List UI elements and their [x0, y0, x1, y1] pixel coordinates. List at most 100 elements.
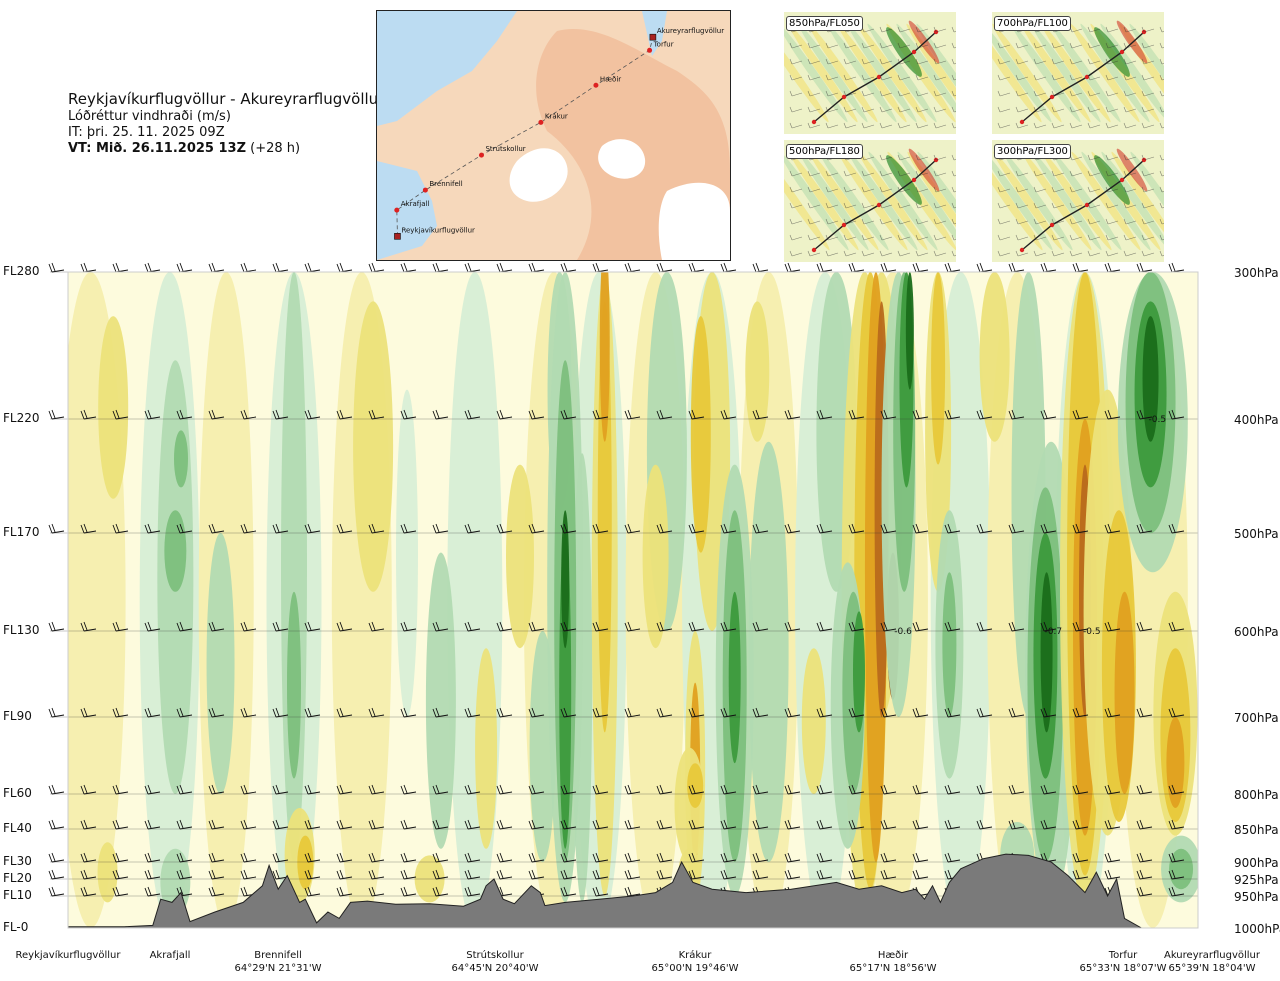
- wind-barb: [144, 784, 161, 795]
- wind-barb: [112, 886, 129, 897]
- thumbnail-shape: [1123, 234, 1137, 241]
- wind-barb: [496, 523, 513, 534]
- thumbnail-shape: [825, 106, 839, 113]
- thumbnail-shape: [915, 186, 929, 193]
- wind-barb: [624, 707, 641, 718]
- map-station-label: Akrafjall: [401, 200, 430, 208]
- map-station-marker: [538, 119, 544, 125]
- field-contour: [979, 272, 1010, 442]
- thumbnail-shape: [1015, 186, 1029, 193]
- thumbnail-shape: [843, 202, 857, 209]
- field-contour: [674, 747, 705, 863]
- thumbnail-shape: [789, 151, 859, 251]
- wind-barb: [528, 409, 545, 420]
- thumbnail-shape: [951, 186, 956, 193]
- wind-barb: [432, 852, 449, 863]
- wind-barb: [1168, 784, 1185, 795]
- thumbnail-shape: [1069, 106, 1083, 113]
- wind-barb: [880, 707, 897, 718]
- thumbnail-shape: [1051, 23, 1121, 123]
- thumbnail-shape: [997, 186, 1011, 193]
- thumbnail-shape: [915, 42, 929, 49]
- thumbnail-shape: [897, 151, 956, 251]
- thumbnail-shape: [807, 170, 821, 177]
- wind-barb: [496, 784, 513, 795]
- place-name: Strútskollur: [466, 950, 524, 961]
- wind-barb: [144, 262, 161, 273]
- thumbnail-700hpa[interactable]: 700hPa/FL100: [992, 12, 1164, 134]
- wind-barb: [432, 409, 449, 420]
- field-contour: [297, 835, 314, 890]
- wind-barb: [304, 784, 321, 795]
- wind-barb: [80, 852, 97, 863]
- thumbnail-shape: [825, 74, 839, 81]
- wind-barb: [80, 523, 97, 534]
- thumbnail-shape: [915, 122, 929, 129]
- wind-barb: [752, 621, 769, 632]
- route-map[interactable]: Akureyrarflugvöllur Torfur Hæðir Krákur Strú…: [376, 10, 731, 261]
- thumbnail-shape: [867, 23, 937, 123]
- wind-barb: [624, 869, 641, 880]
- thumbnail-shape: [861, 250, 875, 257]
- thumbnail-shape: [1159, 154, 1164, 161]
- field-contour: [942, 572, 957, 717]
- wind-barb: [848, 523, 865, 534]
- thumbnail-shape: [897, 74, 911, 81]
- thumbnail-shape: [861, 186, 875, 193]
- thumbnail-850hpa[interactable]: 850hPa/FL050: [784, 12, 956, 134]
- thumbnail-shape: [1094, 27, 1130, 77]
- wind-barb: [336, 409, 353, 420]
- wind-barb: [1072, 852, 1089, 863]
- thumbnail-shape: [1087, 26, 1101, 33]
- thumbnail-shape: [1159, 234, 1164, 241]
- wind-barb: [656, 784, 673, 795]
- thumbnail-shape: [843, 186, 857, 193]
- contour-value-label: -0.7: [1045, 627, 1063, 637]
- route-title: Reykjavíkurflugvöllur - Akureyrarflugvöl…: [68, 90, 385, 108]
- thumbnail-shape: [933, 250, 947, 257]
- thumbnail-shape: [1033, 218, 1047, 225]
- thumbnail-shape: [1105, 170, 1119, 177]
- thumbnail-shape: [1159, 186, 1164, 193]
- thumbnail-shape: [1141, 234, 1155, 241]
- wind-barb: [240, 784, 257, 795]
- thumbnail-500hpa[interactable]: 500hPa/FL180: [784, 140, 956, 262]
- wind-barb: [48, 621, 65, 632]
- wind-barb: [528, 707, 545, 718]
- thumbnail-shape: [1069, 186, 1083, 193]
- thumbnail-shape: [951, 74, 956, 81]
- flight-level-label: FL40: [3, 821, 32, 835]
- wind-barb: [240, 621, 257, 632]
- thumbnail-shape: [1123, 106, 1137, 113]
- thumbnail-shape: [992, 23, 1052, 123]
- thumbnail-shape: [917, 151, 956, 251]
- thumbnail-shape: [1105, 250, 1119, 257]
- wind-barb: [144, 621, 161, 632]
- wind-barb: [784, 869, 801, 880]
- wind-barb: [1008, 409, 1025, 420]
- thumbnail-shape: [784, 23, 848, 123]
- wind-barb: [240, 523, 257, 534]
- thumbnail-shape: [933, 202, 947, 209]
- field-contour: [931, 272, 946, 465]
- wind-barb: [720, 621, 737, 632]
- thumbnail-shape: [1087, 186, 1101, 193]
- wind-barb: [464, 409, 481, 420]
- thumbnail-shape: [789, 122, 803, 129]
- wind-barb: [112, 784, 129, 795]
- wind-barb: [432, 886, 449, 897]
- wind-barb: [1168, 523, 1185, 534]
- thumbnail-shape: [997, 42, 1011, 49]
- wind-barb: [1008, 523, 1025, 534]
- wind-barb: [464, 784, 481, 795]
- thumbnail-300hpa[interactable]: 300hPa/FL300: [992, 140, 1164, 262]
- thumbnail-shape: [951, 218, 956, 225]
- thumbnail-shape: [1123, 74, 1137, 81]
- place-name: Krákur: [678, 950, 712, 961]
- wind-barb: [976, 819, 993, 830]
- wind-barb: [176, 819, 193, 830]
- thumbnail-shape: [807, 202, 821, 209]
- wind-barb: [272, 784, 289, 795]
- wind-barb: [496, 409, 513, 420]
- wind-barb: [592, 707, 609, 718]
